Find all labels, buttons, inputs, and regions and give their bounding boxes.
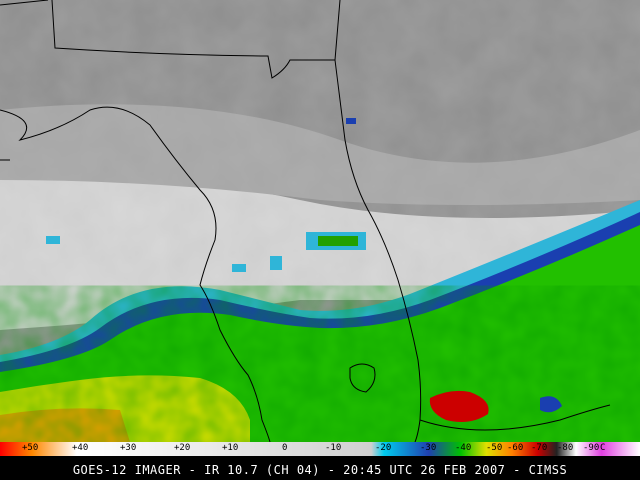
scale-tick-label: -10: [325, 443, 342, 453]
scale-tick-label: -30: [420, 443, 437, 453]
scale-tick-label: -20: [375, 443, 392, 453]
red-convection: [429, 390, 489, 422]
scale-tick-label: 0: [282, 443, 288, 453]
scale-tick-label: -90: [583, 443, 600, 453]
scale-tick-label: +10: [222, 443, 239, 453]
scale-unit: C: [600, 443, 606, 453]
image-caption: GOES-12 IMAGER - IR 10.7 (CH 04) - 20:45…: [0, 460, 640, 480]
temperature-color-scale: [0, 442, 640, 456]
satellite-ir-image: [0, 0, 640, 442]
scale-tick-label: +20: [174, 443, 191, 453]
scale-tick-label: -70: [531, 443, 548, 453]
scale-tick-label: -60: [507, 443, 524, 453]
coastline: [0, 0, 611, 442]
scale-tick-label: -40: [455, 443, 472, 453]
scale-tick-label: +40: [72, 443, 89, 453]
scale-tick-label: -50: [486, 443, 503, 453]
scale-tick-label: +50: [22, 443, 39, 453]
scale-tick-label: -80: [557, 443, 574, 453]
scale-tick-label: +30: [120, 443, 137, 453]
